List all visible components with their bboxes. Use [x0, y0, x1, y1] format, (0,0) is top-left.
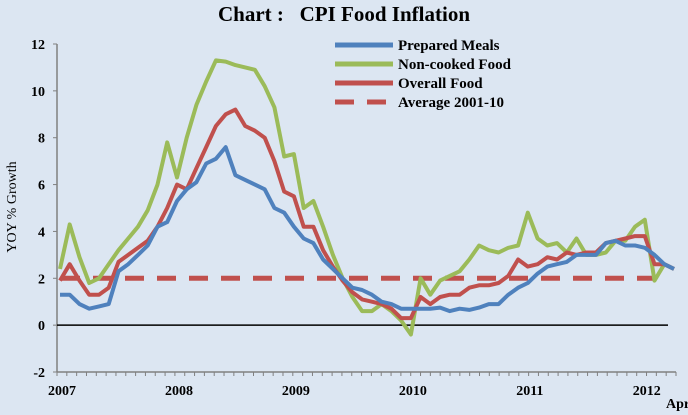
- y-tick-label: 12: [31, 38, 45, 53]
- y-axis-label: YOY % Growth: [5, 161, 20, 252]
- chart-title: Chart : CPI Food Inflation: [217, 2, 470, 26]
- legend-label: Prepared Meals: [398, 38, 500, 54]
- y-tick-label: 0: [38, 319, 45, 334]
- y-tick-label: 10: [31, 85, 45, 100]
- axes: -2 0 2 4 6 8 10 12 2007 2008 2009 2010 2011 2012: [31, 38, 677, 399]
- legend-label: Overall Food: [398, 76, 483, 92]
- x-tick-label: 2011: [516, 384, 543, 399]
- y-tick-label: -2: [33, 366, 45, 381]
- y-tick-label: 4: [38, 225, 45, 240]
- x-tick-label: 2009: [282, 384, 310, 399]
- x-tick-label: 2012: [633, 384, 661, 399]
- series-overall-food: [58, 107, 675, 321]
- y-tick-label: 2: [38, 272, 45, 287]
- series-lines: [58, 58, 675, 337]
- legend-label: Non-cooked Food: [398, 57, 512, 73]
- y-tick-label: 6: [38, 179, 45, 194]
- series-non-cooked-food: [58, 58, 675, 337]
- x-end-label: Apr: [666, 397, 688, 412]
- x-tick-label: 2007: [48, 384, 76, 399]
- series-prepared-meals: [60, 145, 675, 314]
- x-tick-label: 2008: [165, 384, 193, 399]
- legend: Prepared Meals Non-cooked Food Overall Foo…: [335, 38, 512, 111]
- legend-label: Average 2001-10: [398, 95, 504, 111]
- x-tick-label: 2010: [399, 384, 427, 399]
- y-tick-label: 8: [38, 132, 45, 147]
